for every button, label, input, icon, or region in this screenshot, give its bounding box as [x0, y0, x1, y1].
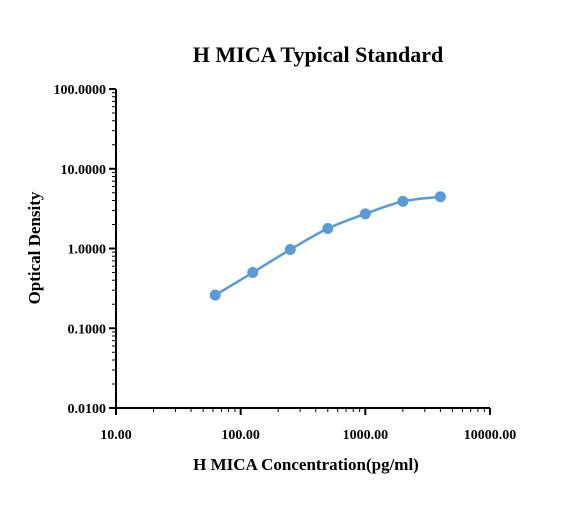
data-point: [359, 208, 371, 220]
y-tick-label: 0.1000: [68, 322, 107, 337]
data-point: [284, 244, 296, 256]
axes: 0.0100 0.1000 1.0000 10.0000 100.0000 10.00 10…: [54, 83, 517, 443]
data-point: [322, 223, 334, 235]
data-point: [247, 267, 259, 279]
x-tick-label: 10000.00: [464, 428, 517, 443]
data-point: [209, 289, 221, 301]
x-axis-label: H MICA Concentration(pg/ml): [193, 455, 419, 474]
data-point: [434, 191, 446, 203]
fit-curve: [214, 195, 441, 297]
y-axis-label: Optical Density: [25, 191, 44, 304]
y-tick-label: 100.0000: [54, 83, 107, 98]
data-points: [209, 191, 446, 301]
y-tick-label: 1.0000: [68, 243, 107, 258]
y-tick-label: 10.0000: [61, 163, 107, 178]
fit-curve-layer: [214, 195, 441, 297]
x-tick-label: 1000.00: [343, 428, 389, 443]
x-tick-label: 100.00: [221, 428, 260, 443]
y-tick-label: 0.0100: [68, 402, 107, 417]
x-tick-label: 10.00: [100, 428, 132, 443]
chart-title: H MICA Typical Standard: [193, 42, 443, 67]
data-point: [397, 195, 409, 207]
